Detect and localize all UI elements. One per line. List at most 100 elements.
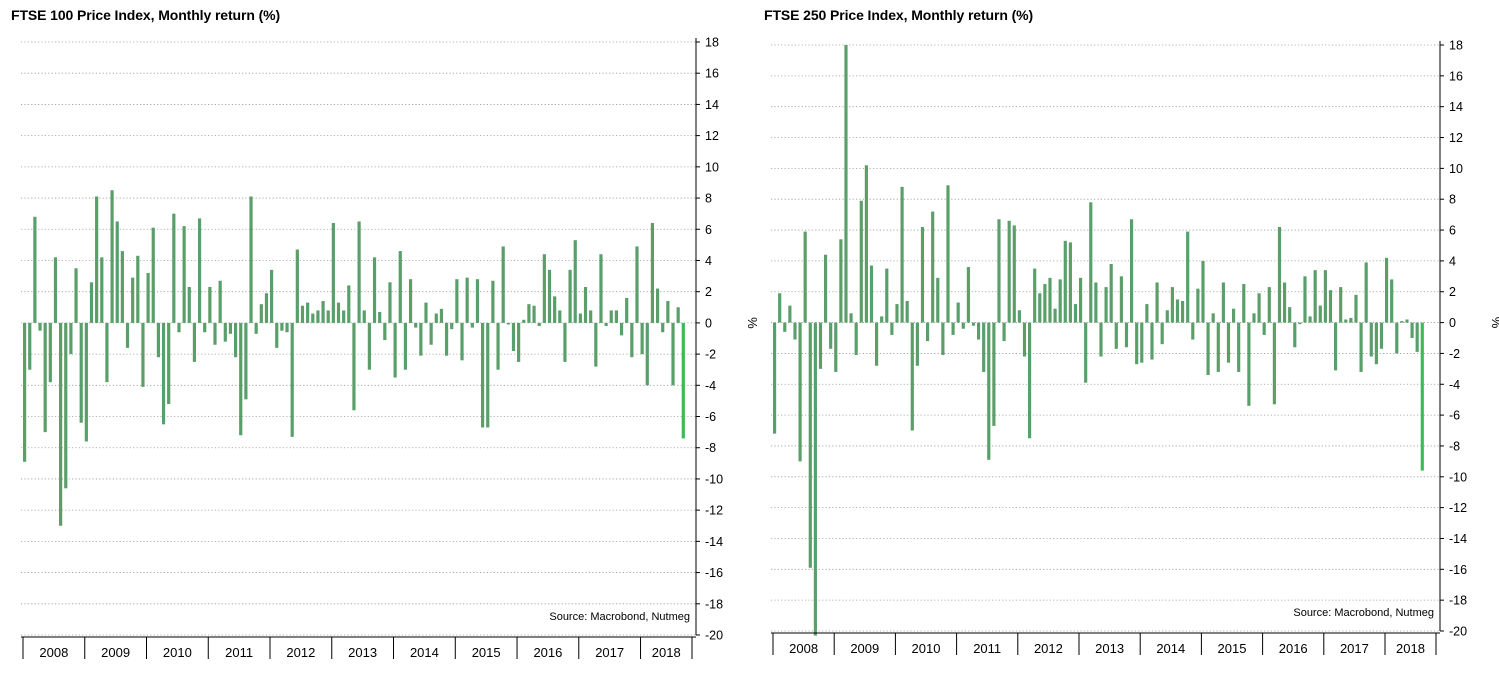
bar [859, 200, 863, 323]
bar [1272, 322, 1276, 405]
bar [1257, 293, 1261, 323]
bar [403, 322, 408, 370]
bar [951, 322, 955, 335]
bar [367, 322, 371, 370]
chart-title: FTSE 250 Price Index, Monthly return (%) [764, 7, 1034, 23]
bar [439, 308, 444, 323]
bar [1308, 316, 1312, 323]
x-tick-label: 2010 [912, 641, 941, 656]
bar [151, 227, 155, 323]
y-tick-label: 8 [1449, 193, 1456, 207]
bar [74, 268, 78, 323]
bar [1022, 322, 1027, 357]
bar [583, 287, 588, 323]
bar [270, 269, 274, 323]
bar [1410, 322, 1414, 338]
x-tick-label: 2009 [101, 645, 130, 660]
bar [69, 322, 73, 355]
bar [300, 305, 305, 323]
bar [522, 319, 526, 323]
y-tick-label: 18 [705, 36, 719, 50]
bar [1385, 257, 1389, 323]
bar [558, 310, 562, 323]
bar [280, 322, 284, 331]
bar [290, 322, 294, 437]
bar [306, 302, 310, 323]
bar [1283, 282, 1287, 323]
bar [547, 269, 552, 323]
bar [1104, 287, 1108, 323]
bar [1109, 263, 1113, 323]
bar [517, 322, 521, 362]
bar [352, 322, 356, 411]
bar [793, 322, 797, 340]
bar [1262, 322, 1266, 335]
bar [844, 45, 848, 323]
bar [977, 322, 981, 340]
bar [982, 322, 986, 372]
bar [885, 268, 889, 323]
y-tick-label: 8 [705, 192, 712, 206]
bar [450, 322, 454, 330]
bar [115, 221, 119, 323]
bar [187, 287, 191, 323]
x-tick-label: 2016 [533, 645, 562, 660]
bar [347, 285, 351, 323]
bar [434, 313, 438, 323]
bar [946, 185, 950, 323]
bar [915, 322, 919, 366]
bar [331, 223, 335, 323]
bar [192, 322, 197, 362]
y-tick-label: 4 [705, 254, 712, 268]
bar [1079, 277, 1083, 323]
x-tick-label: 2018 [1396, 641, 1425, 656]
y-tick-label: 0 [1449, 316, 1456, 330]
bar [655, 288, 660, 323]
x-tick-label: 2015 [1218, 641, 1247, 656]
bar [537, 322, 541, 327]
bar [599, 254, 603, 323]
bar [1226, 322, 1231, 363]
bar [910, 322, 914, 431]
bar [1175, 299, 1180, 323]
y-tick-label: -8 [705, 441, 716, 455]
x-tick-label: 2015 [472, 645, 501, 660]
y-axis-label: % [1489, 317, 1499, 329]
bar [854, 322, 858, 355]
y-tick-label: 2 [705, 285, 712, 299]
x-tick-label: 2009 [850, 641, 879, 656]
bar [1400, 321, 1404, 323]
bar [264, 293, 269, 323]
bar [834, 322, 838, 372]
bar [362, 310, 366, 323]
bar [931, 211, 935, 323]
y-tick-label: 12 [705, 129, 719, 143]
bar [661, 322, 665, 333]
x-tick-label: 2008 [789, 641, 818, 656]
bar [1099, 322, 1103, 357]
bar [1364, 262, 1368, 323]
y-tick-label: 4 [1449, 254, 1456, 268]
y-tick-label: -4 [705, 379, 716, 393]
bar [568, 269, 572, 323]
x-tick-label: 2011 [225, 645, 253, 660]
bar [89, 282, 94, 323]
bar [506, 322, 510, 325]
bar [604, 322, 608, 327]
bar [136, 255, 140, 323]
x-tick-label: 2012 [286, 645, 315, 660]
bar [936, 277, 940, 323]
bar [1186, 231, 1190, 323]
bar [336, 302, 341, 323]
bar [666, 301, 670, 323]
bar [650, 223, 655, 323]
bar [1252, 313, 1256, 323]
bar [1390, 279, 1394, 323]
x-tick-label: 2010 [163, 645, 192, 660]
bar [1298, 322, 1302, 325]
bar [38, 322, 42, 331]
bar [1206, 322, 1210, 376]
y-tick-label: -10 [1449, 470, 1467, 484]
bar [869, 265, 874, 323]
x-tick-label: 2008 [39, 645, 68, 660]
